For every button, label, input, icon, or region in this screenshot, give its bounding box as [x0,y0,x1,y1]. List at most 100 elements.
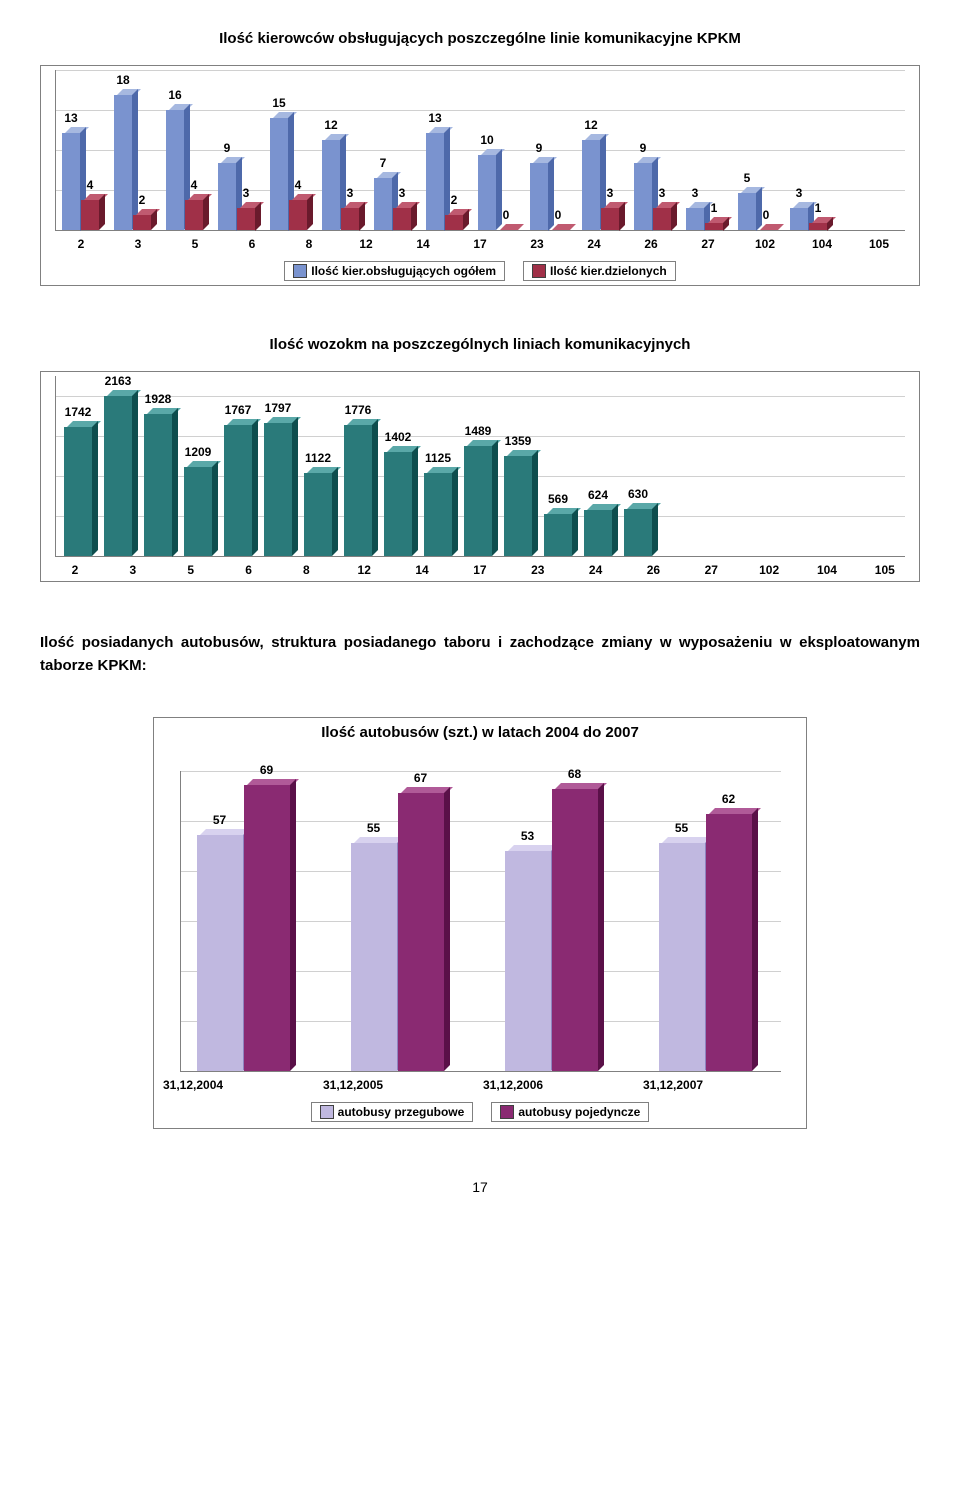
x-tick-label: 8 [283,237,335,251]
chart-bar: 1122 [304,473,332,556]
bar-value-label: 4 [191,178,198,192]
chart1-frame: 13418216493154123731321009012393315031 2… [40,65,920,286]
bar-value-label: 630 [628,487,648,501]
bar-group: 164 [166,110,204,230]
x-tick-label: 31,12,2006 [483,1078,637,1092]
bar-value-label: 2 [139,193,146,207]
bar-value-label: 7 [380,156,387,170]
bar-value-label: 1767 [225,403,252,417]
chart3-plot-area: 5769556753685562 [180,771,781,1072]
legend-swatch [320,1105,334,1119]
chart-bar: 4 [81,200,99,230]
bar-value-label: 1742 [65,405,92,419]
chart-bar: 3 [653,208,671,231]
x-tick-label: 27 [691,563,731,577]
chart2-frame: 1742216319281209176717971122177614021125… [40,371,920,582]
chart-bar: 624 [584,510,612,556]
body-paragraph: Ilość posiadanych autobusów, struktura p… [40,632,920,677]
chart-bar: 9 [218,163,236,231]
chart-bar: 68 [552,789,598,1071]
chart-bar: 12 [582,140,600,230]
bar-group: 31 [790,208,828,231]
bar-value-label: 1359 [505,434,532,448]
chart-bar: 1 [809,223,827,231]
x-tick-label: 102 [739,237,791,251]
bar-value-label: 18 [116,73,129,87]
bar-group: 569 [544,514,573,556]
chart-bar: 2 [445,215,463,230]
chart-bar: 2163 [104,396,132,556]
x-tick-label: 3 [112,237,164,251]
legend-item: Ilość kier.dzielonych [523,261,676,281]
bar-group: 93 [218,163,256,231]
x-tick-label: 12 [340,237,392,251]
bar-group: 1928 [144,414,173,557]
bar-value-label: 1489 [465,424,492,438]
bar-group: 1122 [304,473,333,556]
legend-label: Ilość kier.dzielonych [550,264,667,278]
legend-swatch [293,264,307,278]
chart-bar: 1 [705,223,723,231]
x-tick-label: 104 [796,237,848,251]
chart2-x-labels: 2356812141723242627102104105 [55,563,905,577]
chart-bar: 1489 [464,446,492,556]
bar-value-label: 15 [272,96,285,110]
bar-value-label: 1122 [305,451,331,465]
legend-swatch [532,264,546,278]
bar-group: 1797 [264,423,293,556]
bar-group: 134 [62,133,100,231]
bar-value-label: 4 [87,178,94,192]
chart-bar: 4 [289,200,307,230]
bar-value-label: 3 [796,186,803,200]
chart-bar: 3 [686,208,704,231]
legend-item: Ilość kier.obsługujących ogółem [284,261,505,281]
x-tick-label: 2 [55,563,95,577]
bar-value-label: 12 [324,118,337,132]
bar-value-label: 3 [607,186,614,200]
chart-bar: 15 [270,118,288,231]
bar-value-label: 55 [367,821,380,835]
bar-group: 5567 [351,793,445,1071]
chart1-legend: Ilość kier.obsługujących ogółem Ilość kie… [45,261,915,281]
bar-group: 2163 [104,396,133,556]
chart-bar: 55 [659,843,705,1071]
bar-value-label: 1928 [145,392,172,406]
chart-bar: 62 [706,814,752,1071]
x-tick-label: 31,12,2004 [163,1078,317,1092]
bar-value-label: 12 [584,118,597,132]
bar-value-label: 569 [548,492,568,506]
bar-value-label: 5 [744,171,751,185]
x-tick-label: 2 [55,237,107,251]
x-tick-label: 23 [511,237,563,251]
x-tick-label: 26 [625,237,677,251]
chart-bar: 13 [62,133,80,231]
bar-value-label: 1 [815,201,822,215]
x-tick-label: 17 [454,237,506,251]
bar-group: 1489 [464,446,493,556]
x-tick-label: 104 [807,563,847,577]
bar-value-label: 3 [692,186,699,200]
legend-item: autobusy pojedyncze [491,1102,649,1122]
chart-bar: 67 [398,793,444,1071]
legend-swatch [500,1105,514,1119]
bar-value-label: 69 [260,763,273,777]
bar-group: 73 [374,178,412,231]
x-tick-label: 24 [568,237,620,251]
bar-value-label: 3 [659,186,666,200]
chart3-legend: autobusy przeguboweautobusy pojedyncze [160,1102,800,1122]
bar-group: 123 [322,140,360,230]
chart-bar: 569 [544,514,572,556]
chart-bar: 7 [374,178,392,231]
x-tick-label: 17 [460,563,500,577]
bar-value-label: 4 [295,178,302,192]
bar-value-label: 0 [763,208,770,222]
page-number: 17 [40,1179,920,1195]
bar-group: 1359 [504,456,533,556]
chart-bar: 3 [790,208,808,231]
chart-bar: 55 [351,843,397,1071]
x-tick-label: 12 [344,563,384,577]
bar-value-label: 9 [640,141,647,155]
chart-bar: 53 [505,851,551,1071]
bar-value-label: 1797 [265,401,292,415]
chart1-plot-area: 13418216493154123731321009012393315031 [55,70,905,231]
